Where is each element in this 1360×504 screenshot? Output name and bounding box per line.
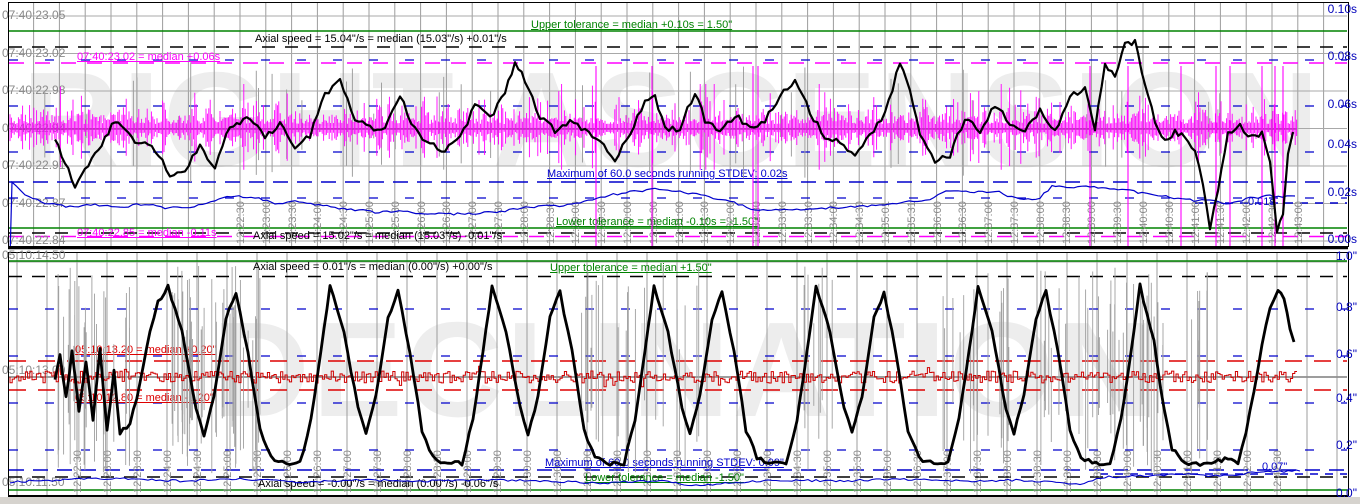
ra-lower-tolerance-label: Lower tolerance = median -0.10s = -1.50" — [556, 216, 759, 228]
ra-right-axis-label: 0.00s — [1327, 232, 1357, 246]
ra-left-time-label: 07:40:22.91 — [2, 158, 66, 172]
ra-right-axis-label: 0.08s — [1327, 49, 1357, 63]
dec-axial-speed-lower-label: Axial speed = -0.00"/s = median (0.00"/s… — [258, 478, 499, 490]
ra-left-time-label: 07:40:23.05 — [2, 8, 66, 22]
ra-median-minus-label: 07:40:22.85 = median -0.11s — [77, 227, 217, 239]
dec-left-time-label: 05:10:11.50 — [2, 475, 65, 489]
ra-right-axis-label: 0.06s — [1327, 97, 1357, 111]
dec-right-axis-label: 1.0" — [1336, 249, 1357, 263]
dec-upper-tolerance-label: Upper tolerance = median +1.50" — [550, 262, 712, 274]
ra-left-time-label: 07:40:22.98 — [2, 83, 66, 97]
ra-left-time-label: 07:40:22.87 — [2, 195, 66, 210]
ra-running-stdev-label: Maximum of 60.0 seconds running STDEV: 0… — [547, 168, 788, 180]
ra-median-plus-label: 07:40:23.02 = median +0.06s — [77, 51, 221, 63]
dec-running-stdev-label: Maximum of 60.0 seconds running STDEV: 0… — [545, 457, 784, 469]
ra-upper-tolerance-label: Upper tolerance = median +0.10s = 1.50" — [531, 19, 733, 31]
ra-right-axis-label: 0.10s — [1327, 2, 1357, 16]
ra-left-time-label: 07:40:22.84 — [2, 233, 66, 247]
ra-axial-speed-upper-label: Axial speed = 15.04"/s = median (15.03"/… — [255, 33, 507, 45]
dec-left-time-label: 05:10:14.50 — [2, 248, 66, 262]
ra-axial-speed-lower-label: Axial speed = 15.02"/s = median (15.03"/… — [253, 230, 502, 242]
dec-stdev-current-value: 0.07" — [1262, 461, 1288, 473]
dec-axial-speed-upper-label: Axial speed = 0.01"/s = median (0.00"/s)… — [253, 261, 493, 273]
ra-right-axis-label: 0.04s — [1327, 137, 1357, 151]
dec-right-axis-label: 0.2" — [1336, 438, 1357, 452]
dec-right-axis-label: 0.8" — [1336, 300, 1357, 314]
ra-left-time-label: 07:40:23.02 — [2, 45, 66, 60]
dec-right-axis-label: 0.0" — [1336, 486, 1357, 500]
dec-right-axis-label: 0.6" — [1336, 347, 1357, 361]
dec-right-axis-label: 0.4" — [1336, 391, 1357, 405]
ra-right-axis-label: 0.02s — [1327, 185, 1357, 199]
window-bottom-edge — [0, 497, 1360, 504]
